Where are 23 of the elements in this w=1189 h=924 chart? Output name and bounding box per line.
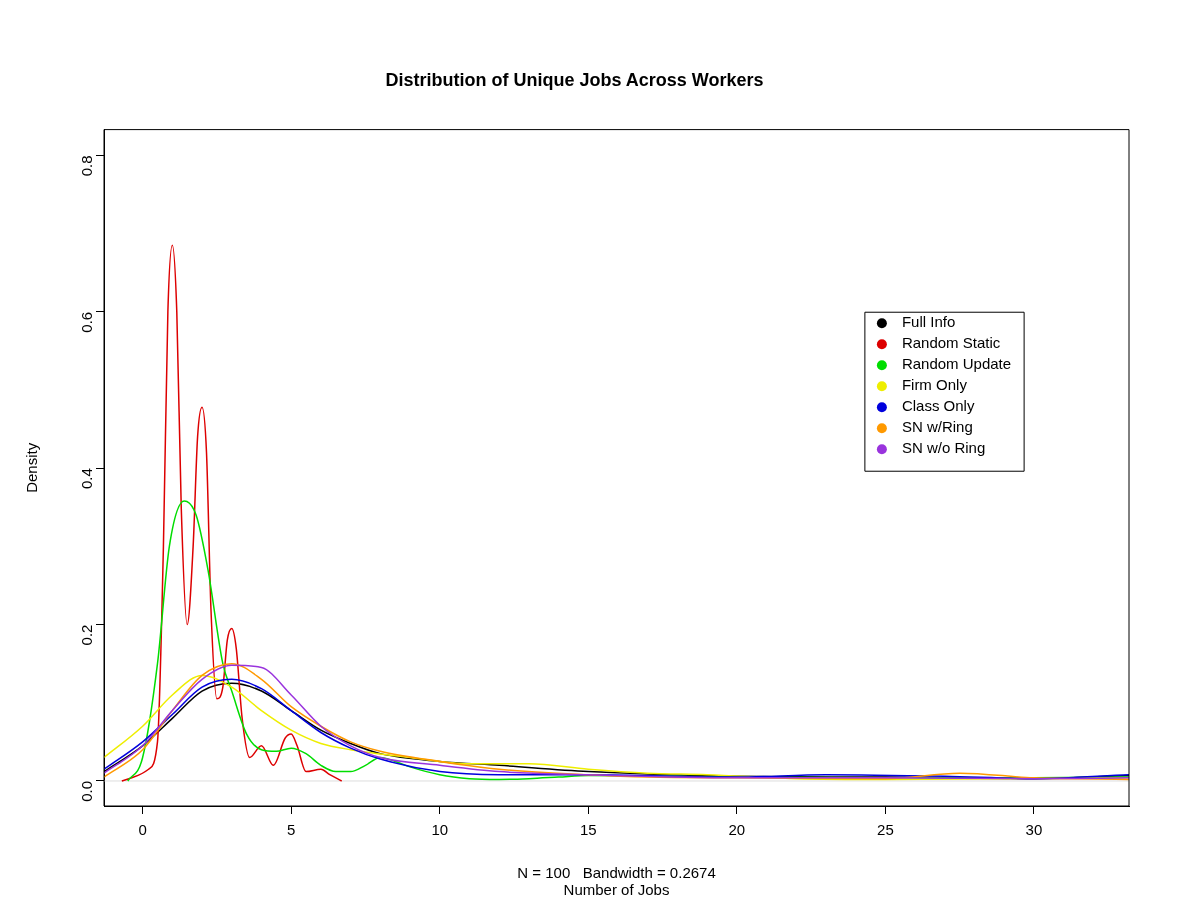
legend-label: Firm Only (901, 376, 968, 394)
x-tick-label: 15 (579, 821, 597, 839)
y-tick-label: 0.2 (78, 624, 96, 646)
chart-title: Distribution of Unique Jobs Across Workers (385, 69, 764, 90)
legend-label: Class Only (901, 397, 975, 415)
text: N = 100 Bandwidth = 0.2674 (517, 864, 716, 881)
x-tick-label: 5 (287, 821, 296, 839)
y-axis-title: Density (23, 442, 41, 493)
x-tick-label: 25 (877, 821, 894, 839)
legend-label: SN w/o Ring (901, 439, 986, 457)
x-tick-label: 0 (138, 821, 147, 839)
y-tick-label: 0.0 (78, 780, 96, 802)
x-tick-label: 30 (1025, 821, 1043, 839)
legend-label: Random Update (901, 355, 1012, 373)
x-tick-label: 10 (431, 821, 449, 839)
legend-label: Random Static (901, 334, 1001, 352)
y-tick-label: 0.6 (78, 311, 96, 333)
legend-label: SN w/Ring (901, 418, 973, 436)
x-axis-title: Number of Jobs (563, 881, 670, 899)
y-tick-label: 0.4 (78, 468, 96, 490)
x-tick-label: 20 (728, 821, 746, 839)
legend-label: Full Info (901, 313, 956, 331)
y-tick-label: 0.8 (78, 155, 96, 177)
